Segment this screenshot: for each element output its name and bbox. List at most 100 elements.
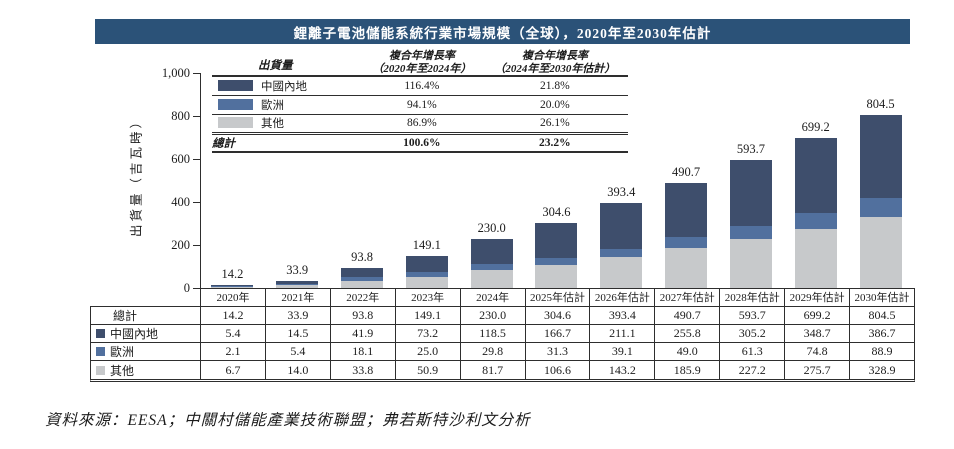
y-tick: [193, 288, 200, 289]
table-cell: 31.3: [526, 343, 591, 360]
table-cell: 74.8: [785, 343, 851, 360]
table-cell: 5.4: [266, 343, 331, 360]
y-tick-label: 200: [171, 238, 190, 252]
table-cell: 29.8: [461, 343, 526, 360]
year-header-cell: 2020年: [201, 288, 266, 306]
figure-title: 鋰離子電池儲能系統行業市場規模（全球），2020年至2030年估計: [95, 19, 910, 44]
bar-segment-china: [729, 160, 772, 226]
table-cell: 14.5: [266, 325, 331, 342]
bar-segment-europe: [600, 248, 643, 258]
bar-segment-china: [600, 203, 643, 249]
stacked-bar: [794, 137, 837, 288]
year-header-cell: 2024年: [461, 288, 526, 306]
bar-column: 393.4: [589, 73, 654, 288]
table-cell: 81.7: [461, 361, 526, 379]
table-cell: 93.8: [331, 307, 396, 324]
table-cell: 393.4: [590, 307, 656, 324]
bar-segment-other: [665, 248, 708, 288]
y-axis-line: [200, 73, 201, 288]
x-axis-year-header-row: 2020年 2021年 2022年 2023年 2024年 2025年估計 2026年估計 2…: [200, 288, 915, 306]
bar-segment-other: [211, 286, 254, 288]
bar-column: 490.7: [654, 73, 719, 288]
bar-total-label: 14.2: [221, 266, 244, 281]
bar-segment-other: [729, 239, 772, 288]
stacked-bar: [729, 160, 772, 288]
table-cell: 230.0: [461, 307, 526, 324]
table-cell: 143.2: [590, 361, 656, 379]
row-label-text: 中國內地: [110, 327, 159, 341]
y-tick-label: 1,000: [161, 66, 190, 80]
bar-total-label: 699.2: [801, 119, 830, 134]
bar-segment-europe: [276, 283, 319, 285]
legend-cagr-value: 94.1%: [362, 95, 482, 115]
bar-column: 304.6: [524, 73, 589, 288]
bar-column: 14.2: [200, 73, 265, 288]
table-cell: 106.6: [526, 361, 591, 379]
legend-label-cell: 總計: [212, 133, 362, 153]
stacked-bar: [859, 115, 902, 288]
bar-total-label: 304.6: [542, 204, 571, 219]
data-table: 總計 14.2 33.9 93.8 149.1 230.0 304.6 393.4 490.7 5…: [90, 306, 915, 382]
legend-header-row: 出貨量 複合年增長率 （2020年至2024年） 複合年增長率 （2024年至203…: [212, 50, 628, 77]
year-header-cell: 2028年估計: [720, 288, 786, 306]
legend-label-cell: 其他: [212, 114, 362, 135]
legend-row: 其他 86.9% 26.1%: [212, 114, 628, 135]
legend-cagr-value: 20.0%: [481, 95, 628, 115]
bar-segment-china: [665, 182, 708, 238]
bar-segment-other: [535, 265, 578, 288]
y-tick-label: 800: [171, 109, 190, 123]
table-cell: 14.0: [266, 361, 331, 379]
stacked-bar: [276, 280, 319, 288]
bar-segment-europe: [729, 225, 772, 240]
y-tick-label: 600: [171, 152, 190, 166]
row-label: 歐洲: [91, 343, 201, 360]
table-cell: 118.5: [461, 325, 526, 342]
bar-total-label: 33.9: [286, 262, 309, 277]
legend-header-cagr-2024-2030: 複合年增長率 （2024年至2030年估計）: [481, 50, 628, 77]
y-tick: [193, 245, 200, 246]
bar-segment-other: [341, 280, 384, 288]
bar-column: 230.0: [459, 73, 524, 288]
table-cell: 5.4: [201, 325, 266, 342]
table-cell: 593.7: [720, 307, 786, 324]
legend-cagr-value: 116.4%: [362, 76, 482, 96]
stacked-bar: [470, 238, 513, 288]
bar-segment-china: [535, 222, 578, 259]
legend-cagr-value: 26.1%: [481, 114, 628, 135]
bar-total-label: 593.7: [736, 142, 765, 157]
table-cell: 305.2: [720, 325, 786, 342]
legend-swatch-other: [218, 117, 253, 128]
bar-column: 804.5: [848, 73, 913, 288]
bar-segment-china: [859, 115, 902, 199]
legend-cagr-value: 23.2%: [481, 133, 628, 153]
bar-segment-europe: [794, 212, 837, 229]
y-tick: [193, 159, 200, 160]
table-cell: 804.5: [868, 308, 896, 322]
bar-segment-other: [794, 228, 837, 288]
legend-header-shipments: 出貨量: [212, 50, 362, 77]
bar-total-label: 490.7: [672, 164, 701, 179]
table-cell: 304.6: [526, 307, 591, 324]
table-cell: 6.7: [201, 361, 266, 379]
bar-segment-europe: [405, 271, 448, 278]
bar-total-label: 393.4: [607, 185, 636, 200]
year-header-cell: 2022年: [331, 288, 396, 306]
x-axis-line: [200, 288, 915, 289]
stacked-bar: [665, 182, 708, 289]
bar-segment-china: [405, 255, 448, 272]
table-cell: 49.0: [655, 343, 721, 360]
table-cell: 185.9: [655, 361, 721, 379]
legend-header-cagr-2020-2024: 複合年增長率 （2020年至2024年）: [362, 50, 482, 77]
table-cell: 211.1: [590, 325, 656, 342]
stacked-bar: [535, 222, 578, 288]
bar-column: 33.9: [265, 73, 330, 288]
row-label: 總計: [91, 307, 201, 324]
table-cell: 14.2: [201, 307, 266, 324]
bar-total-label: 149.1: [412, 237, 441, 252]
y-tick: [193, 116, 200, 117]
legend-label-cell: 歐洲: [212, 95, 362, 115]
table-row: 歐洲 2.1 5.4 18.1 25.0 29.8 31.3 39.1 49.0 61.3 74.8…: [91, 343, 914, 361]
table-cell: 88.9: [871, 344, 893, 358]
table-cell: 41.9: [331, 325, 396, 342]
bar-total-label: 804.5: [866, 97, 895, 112]
